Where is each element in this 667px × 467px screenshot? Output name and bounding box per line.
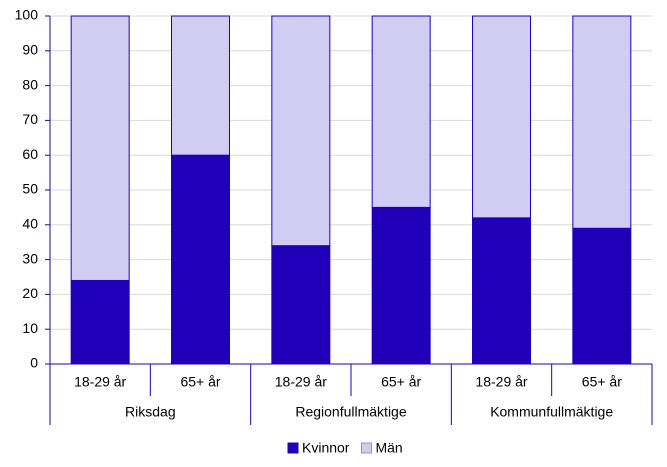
bar-segment: [472, 15, 531, 219]
bar-segment: [572, 227, 632, 365]
group-label: Riksdag: [125, 404, 176, 420]
y-tick-label: 10: [22, 320, 38, 336]
group-label: Kommunfullmäktige: [490, 404, 613, 420]
x-tick-label: 65+ år: [582, 374, 622, 390]
x-tick-label: 18-29 år: [475, 374, 527, 390]
y-tick-label: 0: [30, 355, 38, 371]
y-tick-label: 20: [22, 285, 38, 301]
group-label: Regionfullmäktige: [295, 404, 406, 420]
bar-segment: [70, 279, 130, 365]
legend-swatch: [287, 442, 299, 454]
x-tick-label: 18-29 år: [74, 374, 126, 390]
bar-segment: [70, 15, 130, 281]
legend-label: Män: [375, 440, 402, 456]
y-tick-label: 50: [22, 181, 38, 197]
y-tick-label: 40: [22, 216, 38, 232]
bar-segment: [271, 245, 331, 365]
bar-segment: [371, 15, 431, 208]
bar-segment: [171, 154, 230, 365]
y-tick-label: 70: [22, 111, 38, 127]
bar-segment: [171, 15, 230, 156]
y-tick-label: 30: [22, 250, 38, 266]
bar-segment: [572, 15, 632, 229]
x-tick-label: 65+ år: [381, 374, 421, 390]
legend-swatch: [360, 442, 372, 454]
bar-segment: [271, 15, 331, 247]
legend-label: Kvinnor: [302, 440, 350, 456]
bar-segment: [472, 217, 531, 365]
x-tick-label: 18-29 år: [275, 374, 327, 390]
y-tick-label: 100: [15, 7, 39, 23]
y-tick-label: 90: [22, 42, 38, 58]
y-tick-label: 80: [22, 76, 38, 92]
x-tick-label: 65+ år: [180, 374, 220, 390]
y-tick-label: 60: [22, 146, 38, 162]
bar-segment: [371, 206, 431, 365]
